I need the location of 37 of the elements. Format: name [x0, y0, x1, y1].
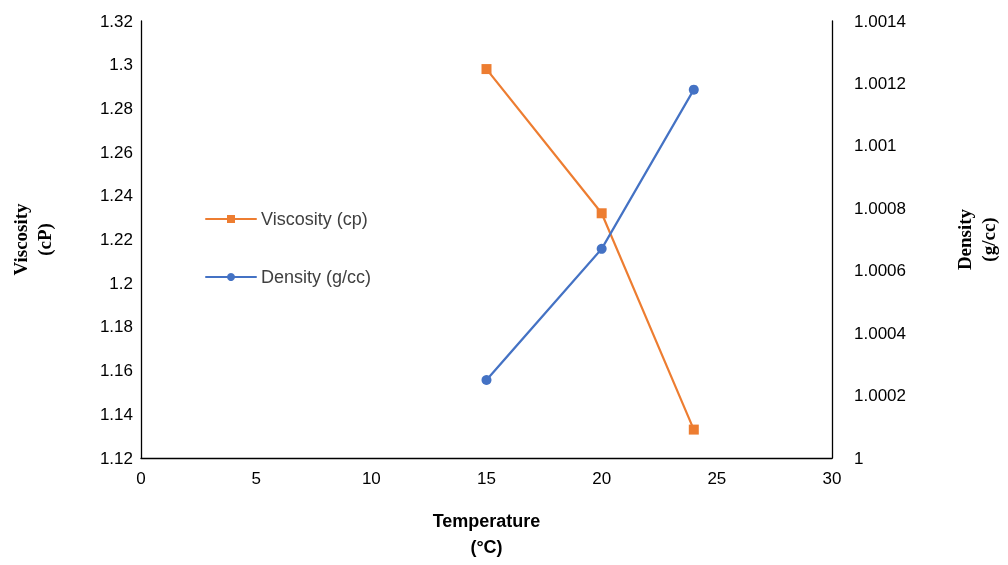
y2-tick-label: 1.0004 — [854, 323, 906, 343]
y-tick-label: 1.24 — [99, 186, 133, 206]
x-tick-label: 15 — [477, 469, 496, 488]
y-axis-title: Viscosity (cP) — [9, 202, 56, 276]
point — [688, 84, 699, 95]
point — [596, 243, 607, 254]
x-tick-label: 20 — [592, 469, 612, 488]
x-tick-label: 5 — [251, 469, 261, 488]
y-tick-label: 1.26 — [99, 142, 133, 162]
y-tick-label: 1.16 — [99, 361, 133, 381]
y2-tick-label: 1 — [854, 448, 864, 468]
legend-label: Density (g/cc) — [261, 267, 372, 287]
point — [688, 424, 699, 435]
point — [481, 374, 492, 385]
x-tick-label: 10 — [361, 469, 381, 488]
point — [481, 64, 492, 75]
y2-tick-label: 1.0008 — [854, 198, 906, 218]
y-tick-label: 1.32 — [99, 11, 133, 31]
y-tick-label: 1.2 — [109, 273, 133, 293]
x-tick-label: 0 — [136, 469, 146, 488]
y-tick-label: 1.12 — [99, 448, 133, 468]
y2-tick-label: 1.0006 — [854, 261, 906, 281]
y-tick-label: 1.28 — [99, 98, 133, 118]
point — [596, 208, 607, 219]
y2-tick-label: 1.0014 — [854, 11, 906, 31]
y-tick-label: 1.18 — [99, 317, 133, 337]
y-tick-label: 1.3 — [109, 55, 133, 75]
y2-axis-title: Density (g/cc) — [953, 208, 1000, 271]
x-tick-label: 30 — [822, 469, 842, 488]
x-axis-title: Temperature (°C) — [432, 511, 541, 557]
x-tick-label: 25 — [707, 469, 727, 488]
legend-label: Viscosity (cp) — [261, 209, 368, 229]
y-tick-label: 1.22 — [99, 230, 133, 249]
y-tick-label: 1.14 — [99, 404, 133, 424]
y2-tick-label: 1.0002 — [854, 386, 906, 406]
y2-tick-label: 1.001 — [854, 136, 897, 156]
y2-tick-label: 1.0012 — [854, 73, 906, 93]
